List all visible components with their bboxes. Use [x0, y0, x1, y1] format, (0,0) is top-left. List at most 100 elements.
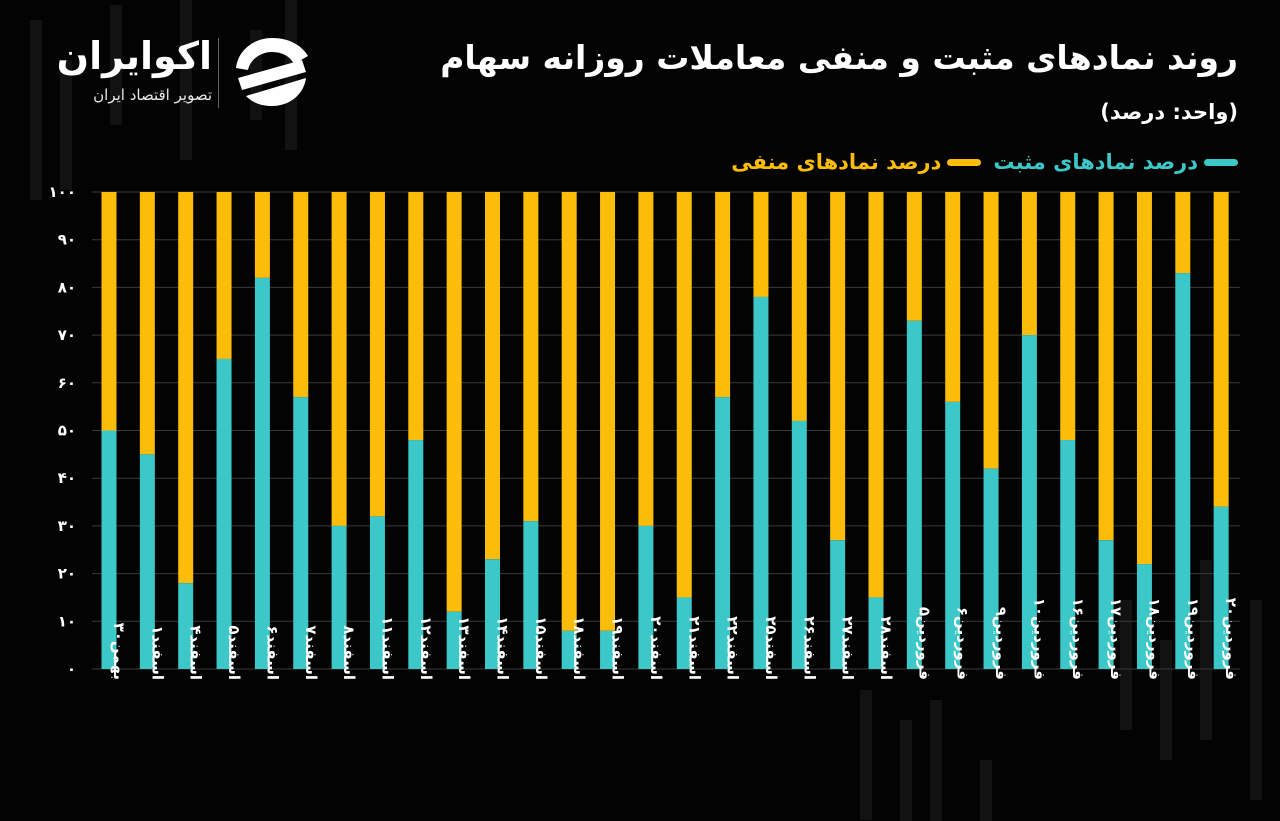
y-tick-label: ۰	[67, 660, 76, 678]
bar-negative	[101, 192, 117, 431]
bar-positive	[369, 516, 385, 669]
x-tick-label: اسفند۱۸	[570, 616, 588, 680]
x-tick-label: اسفند۲۷	[839, 616, 857, 680]
brand-tagline: تصویر اقتصاد ایران	[93, 86, 212, 104]
y-tick-label: ۷۰	[58, 326, 76, 344]
bar-positive	[216, 358, 232, 669]
bar-negative	[485, 192, 500, 560]
bar-negative	[983, 192, 999, 469]
bar-positive	[906, 320, 922, 669]
brand-mark-icon	[236, 38, 308, 106]
x-tick-label: اسفند۵	[225, 625, 243, 680]
x-tick-label: اسفند۲۲	[724, 616, 742, 680]
legend-item-positive: درصد نمادهای مثبت	[993, 150, 1238, 174]
bar-positive	[1098, 540, 1114, 669]
x-tick-label: فروردین۱۷	[1107, 598, 1125, 680]
bar-negative	[178, 192, 194, 584]
y-tick-label: ۹۰	[58, 231, 76, 249]
x-tick-label: اسفند۱۴	[494, 616, 512, 680]
bar-negative	[715, 192, 731, 398]
bar-positive	[485, 559, 500, 669]
deco-candle	[900, 720, 912, 821]
bar-negative	[408, 192, 424, 441]
x-tick-label: اسفند۱۲	[417, 616, 435, 680]
legend-swatch-negative	[947, 158, 982, 166]
deco-candle	[1250, 600, 1262, 800]
x-tick-label: فروردین۵	[915, 607, 933, 680]
bar-negative	[331, 192, 347, 526]
bar-negative	[1060, 192, 1076, 441]
y-tick-label: ۴۰	[58, 469, 76, 487]
deco-candle	[1200, 560, 1212, 740]
bar-positive	[331, 525, 347, 669]
y-tick-label: ۶۰	[58, 374, 76, 392]
bar-positive	[1213, 506, 1229, 669]
bar-negative	[293, 192, 309, 398]
bar-negative	[139, 192, 155, 455]
bar-negative	[369, 192, 385, 517]
legend-label-positive: درصد نمادهای مثبت	[993, 150, 1198, 174]
bar-negative	[1213, 192, 1229, 507]
y-tick-label: ۱۰۰	[49, 183, 76, 201]
deco-candle	[30, 20, 42, 200]
bar-positive	[1136, 564, 1152, 669]
legend-label-negative: درصد نمادهای منفی	[731, 150, 942, 174]
x-axis-labels: بهمن۳۰ اسفند۱ اسفند۴ اسفند۵ اسفند۶ اسفند۷ اسفن…	[110, 598, 1240, 680]
bar-negative	[830, 192, 846, 541]
x-tick-label: بهمن۳۰	[110, 623, 128, 680]
bars	[101, 192, 1229, 669]
x-tick-label: فروردین۲۰	[1222, 598, 1240, 680]
bar-negative	[1175, 192, 1191, 274]
bar-positive	[868, 597, 884, 669]
legend-swatch-positive	[1204, 158, 1238, 166]
x-tick-label: اسفند۱۱	[378, 616, 396, 680]
bar-positive	[446, 611, 462, 669]
bar-positive	[945, 401, 961, 669]
y-tick-label: ۳۰	[58, 517, 76, 535]
bar-positive	[408, 440, 424, 669]
brand-logo: اکوایران تصویر اقتصاد ایران	[50, 34, 320, 114]
deco-candle	[110, 5, 122, 125]
legend-item-negative: درصد نمادهای منفی	[731, 150, 982, 174]
x-tick-label: فروردین۱۶	[1069, 598, 1087, 680]
bar-negative	[638, 192, 654, 526]
bar-negative	[1098, 192, 1114, 541]
bar-negative	[1136, 192, 1152, 565]
chart-title: روند نمادهای مثبت و منفی معاملات روزانه …	[440, 38, 1238, 77]
bar-negative	[868, 192, 884, 598]
bar-positive	[1060, 440, 1076, 669]
x-tick-label: اسفند۲۱	[685, 616, 703, 680]
x-tick-label: اسفند۴	[187, 625, 205, 680]
deco-candle	[1160, 640, 1172, 760]
brand-name: اکوایران	[56, 34, 212, 78]
bar-positive	[139, 454, 155, 669]
x-tick-label: اسفند۱۳	[455, 616, 473, 680]
bar-positive	[101, 430, 117, 669]
bar-negative	[523, 192, 539, 522]
bar-negative	[1021, 192, 1037, 336]
x-tick-label: اسفند۱۵	[532, 616, 550, 680]
bar-positive	[293, 397, 309, 669]
x-tick-label: فروردین۱۰	[1030, 598, 1048, 680]
y-tick-label: ۵۰	[58, 422, 76, 440]
x-tick-label: فروردین۱۹	[1184, 598, 1202, 680]
bar-negative	[561, 192, 577, 631]
bar-positive	[676, 597, 692, 669]
y-tick-label: ۸۰	[58, 278, 76, 296]
bar-negative	[945, 192, 961, 402]
y-axis-ticks: ۰ ۱۰ ۲۰ ۳۰ ۴۰ ۵۰ ۶۰ ۷۰ ۸۰ ۹۰ ۱۰۰	[49, 183, 76, 678]
bar-positive	[1021, 335, 1037, 669]
bar-positive	[254, 277, 270, 669]
bar-positive	[983, 468, 999, 669]
y-tick-label: ۱۰	[58, 612, 76, 630]
y-tick-label: ۲۰	[58, 565, 76, 583]
grid-lines	[92, 191, 1240, 670]
deco-candle	[980, 760, 992, 821]
x-tick-label: اسفند۱	[148, 625, 166, 680]
x-tick-label: اسفند۲۵	[762, 616, 780, 680]
bar-negative	[600, 192, 616, 631]
x-tick-label: فروردین۹	[992, 607, 1010, 680]
bar-negative	[906, 192, 922, 321]
x-tick-label: اسفند۲۸	[877, 616, 895, 680]
